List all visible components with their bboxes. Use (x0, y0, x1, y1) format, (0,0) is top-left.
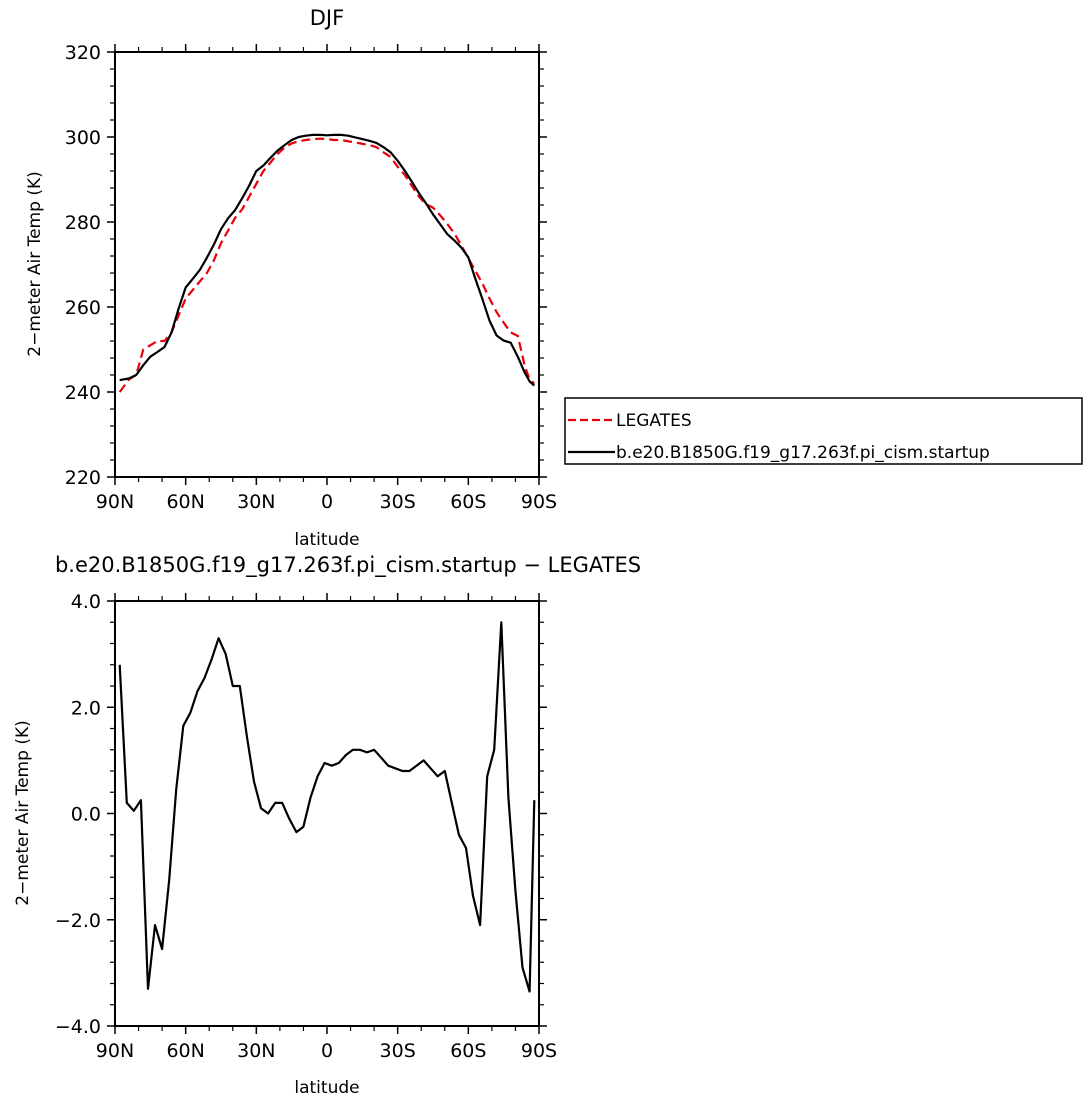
x-tick-label: 60N (166, 1040, 204, 1062)
top-x-tick-labels: 90N 60N 30N 0 30S 60S 90S (96, 491, 557, 513)
x-tick-label: 30S (380, 1040, 416, 1062)
x-tick-label: 60S (450, 491, 486, 513)
y-tick-label: 240 (65, 382, 101, 404)
top-x-axis-title: latitude (294, 530, 359, 550)
y-tick-label: 320 (65, 42, 101, 64)
top-chart: DJF 90N 60N 30N 0 30S 60S 90S 220 240 260 280 300 3… (25, 6, 557, 550)
y-tick-label: 300 (65, 127, 101, 149)
top-chart-title: DJF (310, 6, 344, 30)
top-y-axis-title: 2−meter Air Temp (K) (25, 171, 45, 356)
bottom-plot-frame (114, 600, 540, 1027)
x-tick-label: 60S (450, 1040, 486, 1062)
bottom-axis-ticks (107, 593, 547, 1034)
legend-box (564, 397, 1083, 465)
legend-label-legates: LEGATES (616, 411, 692, 431)
y-tick-label: −2.0 (55, 910, 101, 932)
bottom-y-tick-labels: −4.0 −2.0 0.0 2.0 4.0 (55, 591, 101, 1038)
x-tick-label: 30N (237, 1040, 275, 1062)
bottom-chart-title: b.e20.B1850G.f19_g17.263f.pi_cism.startu… (55, 553, 641, 578)
y-tick-label: 0.0 (71, 804, 101, 826)
x-tick-label: 0 (321, 491, 333, 513)
x-tick-label: 30N (237, 491, 275, 513)
x-tick-label: 90N (96, 1040, 134, 1062)
top-y-tick-labels: 220 240 260 280 300 320 (65, 42, 101, 489)
x-tick-label: 60N (166, 491, 204, 513)
series-line-legates (118, 137, 536, 393)
bottom-chart: b.e20.B1850G.f19_g17.263f.pi_cism.startu… (13, 553, 641, 1098)
y-tick-label: 220 (65, 467, 101, 489)
bottom-x-tick-labels: 90N 60N 30N 0 30S 60S 90S (96, 1040, 557, 1062)
bottom-y-axis-title: 2−meter Air Temp (K) (13, 720, 33, 905)
top-plot-frame (114, 51, 540, 478)
y-tick-label: 2.0 (71, 697, 101, 719)
bottom-x-axis-title: latitude (294, 1078, 359, 1098)
series-line-b-e20-b1850g-f19-g17-263f-pi-cism-startup (119, 133, 536, 387)
bottom-series-lines (118, 621, 536, 993)
top-series-lines (118, 133, 536, 393)
series-line-bottom-difference (118, 621, 536, 993)
y-tick-label: −4.0 (55, 1016, 101, 1038)
x-tick-label: 90S (521, 1040, 557, 1062)
legend-label-model: b.e20.B1850G.f19_g17.263f.pi_cism.startu… (616, 443, 990, 463)
y-tick-label: 4.0 (71, 591, 101, 613)
top-axis-ticks (107, 44, 547, 485)
y-tick-label: 260 (65, 297, 101, 319)
x-tick-label: 90S (521, 491, 557, 513)
x-tick-label: 90N (96, 491, 134, 513)
legend: LEGATES b.e20.B1850G.f19_g17.263f.pi_cis… (564, 397, 1083, 465)
x-tick-label: 0 (321, 1040, 333, 1062)
x-tick-label: 30S (380, 491, 416, 513)
y-tick-label: 280 (65, 212, 101, 234)
